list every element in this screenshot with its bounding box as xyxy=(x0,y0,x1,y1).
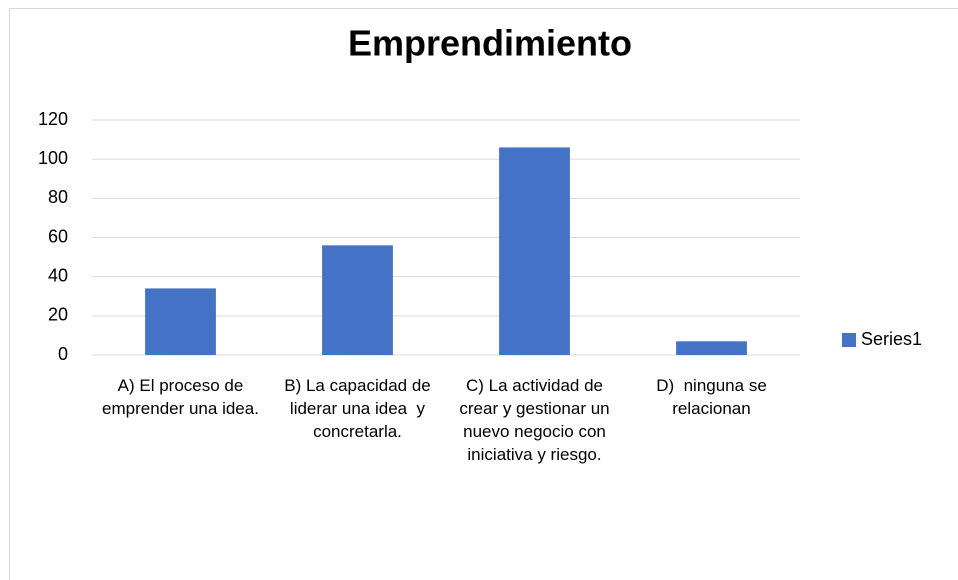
y-tick-label: 0 xyxy=(58,344,68,364)
y-tick-label: 120 xyxy=(38,109,68,129)
y-tick-label: 20 xyxy=(48,305,68,325)
y-tick-label: 80 xyxy=(48,187,68,207)
y-tick-label: 100 xyxy=(38,148,68,168)
legend-swatch xyxy=(842,333,856,347)
x-tick-label: D) ninguna se relacionan xyxy=(656,376,772,418)
chart-title: Emprendimiento xyxy=(348,23,632,64)
legend-label: Series1 xyxy=(861,329,922,349)
y-tick-label: 40 xyxy=(48,265,68,285)
bar xyxy=(322,245,393,355)
chart-border xyxy=(9,8,958,580)
x-tick-label: C) La actividad de crear y gestionar un … xyxy=(459,376,615,464)
x-tick-label: B) La capacidad de liderar una idea y co… xyxy=(284,376,436,441)
bar xyxy=(676,341,747,355)
y-tick-label: 60 xyxy=(48,226,68,246)
x-tick-label: A) El proceso de emprender una idea. xyxy=(102,376,259,418)
bar xyxy=(499,147,570,355)
bar xyxy=(145,288,216,355)
